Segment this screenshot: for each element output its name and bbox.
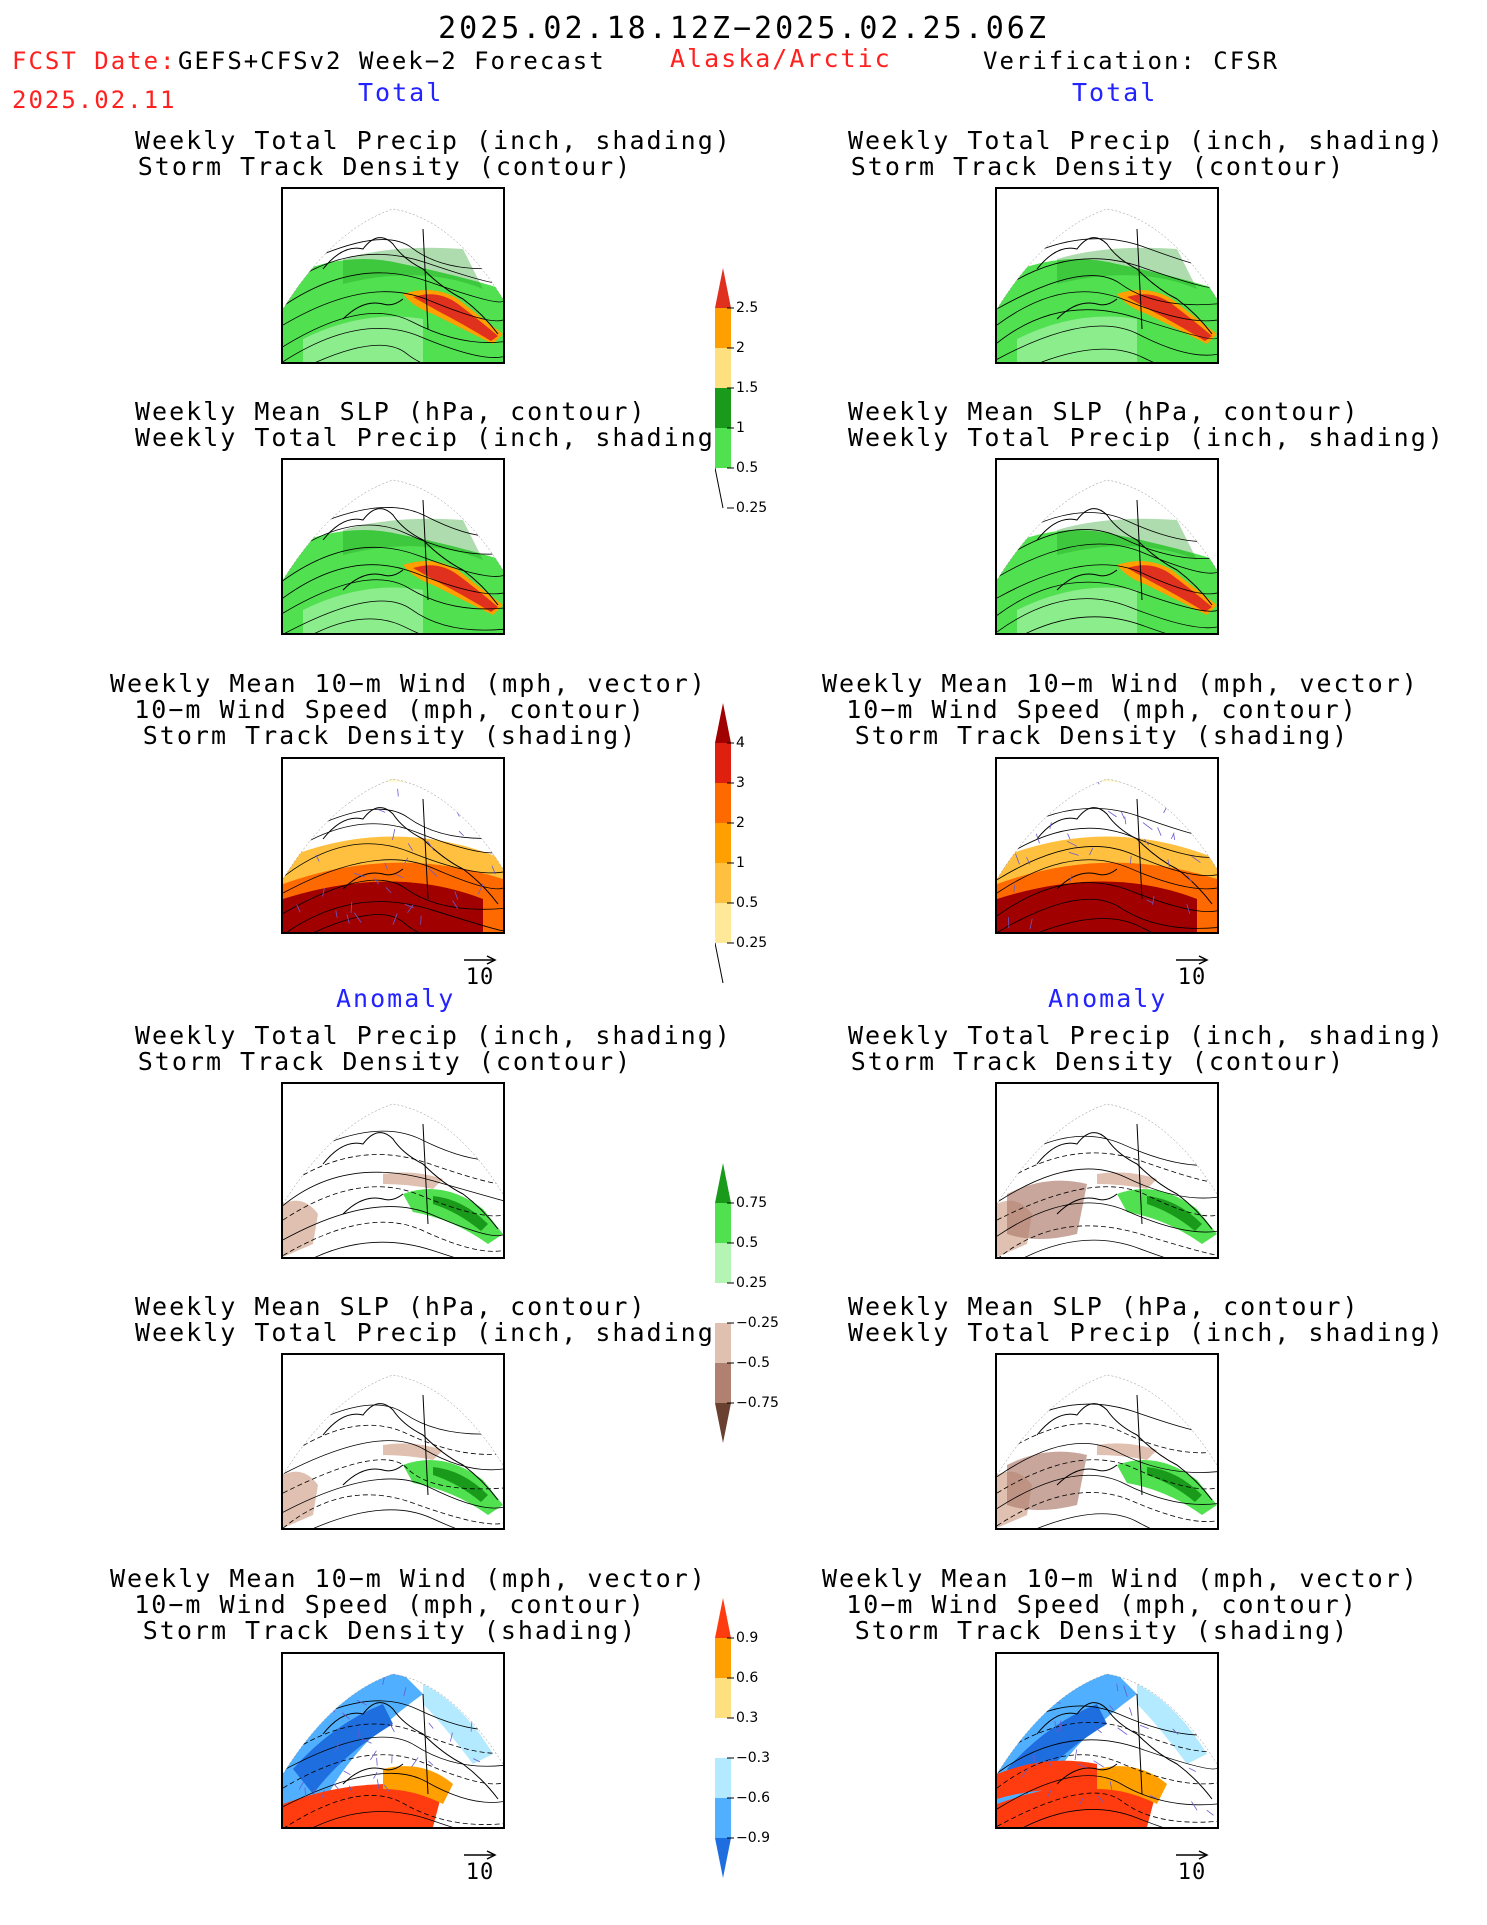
arrow-icon <box>1176 1850 1209 1860</box>
section-anomaly-right: Anomaly <box>1048 984 1168 1013</box>
panel-title-l1: Weekly Total Precip (inch, shading) Stor… <box>135 126 732 181</box>
panel-title-r2: Weekly Mean SLP (hPa, contour) Weekly To… <box>848 397 1445 452</box>
colorbar-tick-label: 4 <box>736 735 745 751</box>
colorbar-tick-label: 0.3 <box>736 1710 759 1726</box>
colorbar-graphic <box>714 703 734 984</box>
region-label: Alaska/Arctic <box>670 44 892 73</box>
colorbar-storm-anom: 0.9 0.6 0.3 −0.3 −0.6 −0.9 <box>715 1598 770 1886</box>
colorbar-graphic <box>715 1598 734 1878</box>
colorbar-tick-label: 2 <box>736 340 745 356</box>
map-fcst-wind-storm <box>281 757 505 934</box>
colorbar-tick-label: −0.5 <box>736 1355 770 1371</box>
map-graphic <box>283 778 503 932</box>
map-fcst-slp-precip <box>281 458 505 635</box>
panel-title-r6: Weekly Mean 10−m Wind (mph, vector) 10−m… <box>822 1564 1419 1645</box>
colorbar-tick-label: −0.6 <box>736 1790 770 1806</box>
panel-title-l4: Weekly Total Precip (inch, shading) Stor… <box>135 1021 732 1076</box>
map-fcst-wind-storm-anom <box>281 1652 505 1829</box>
vector-ref-verif-total: 10 <box>1170 955 1214 990</box>
vector-ref-label: 10 <box>465 1860 495 1885</box>
fcst-date-label: FCST Date: <box>12 47 177 75</box>
colorbar-tick-label: 0.25 <box>736 935 768 951</box>
panel-title-r5: Weekly Mean SLP (hPa, contour) Weekly To… <box>848 1292 1445 1347</box>
colorbar-storm-total: 4 3 2 1 0.5 0.25 <box>714 703 767 991</box>
vector-ref-label: 10 <box>465 965 495 990</box>
map-graphic <box>283 1103 503 1257</box>
section-total-left: Total <box>358 78 444 107</box>
colorbar-graphic <box>714 268 734 509</box>
vector-ref-label: 10 <box>1177 1860 1207 1885</box>
colorbar-tick-label: 0.9 <box>736 1630 759 1646</box>
map-graphic <box>997 1374 1217 1528</box>
map-graphic <box>997 208 1217 362</box>
fcst-date-value: 2025.02.11 <box>12 86 177 114</box>
map-fcst-slp-precip-anom <box>281 1353 505 1530</box>
map-graphic <box>997 778 1217 932</box>
colorbar-tick-label: 2 <box>736 815 745 831</box>
panel-title-l5: Weekly Mean SLP (hPa, contour) Weekly To… <box>135 1292 732 1347</box>
colorbar-tick-label: 3 <box>736 775 745 791</box>
vector-ref-fcst-total: 10 <box>458 955 502 990</box>
colorbar-tick-label: 0.5 <box>736 1235 759 1251</box>
map-graphic <box>283 208 503 362</box>
section-anomaly-left: Anomaly <box>336 984 456 1013</box>
map-verif-wind-storm-anom <box>995 1652 1219 1829</box>
colorbar-graphic <box>715 1163 734 1443</box>
map-verif-precip-storm <box>995 187 1219 364</box>
vector-ref-verif-anom: 10 <box>1170 1850 1214 1885</box>
arrow-icon <box>464 1850 497 1860</box>
colorbar-tick-label: 0.6 <box>736 1670 759 1686</box>
colorbar-tick-label: 0.25 <box>736 1275 768 1291</box>
colorbar-tick-label: 0.25 <box>736 500 768 516</box>
colorbar-tick-label: 0.75 <box>736 1195 768 1211</box>
map-fcst-precip-storm <box>281 187 505 364</box>
panel-title-l6: Weekly Mean 10−m Wind (mph, vector) 10−m… <box>110 1564 707 1645</box>
verification-label: Verification: CFSR <box>983 47 1280 75</box>
colorbar-tick-label: −0.9 <box>736 1830 770 1846</box>
panel-title-r4: Weekly Total Precip (inch, shading) Stor… <box>848 1021 1445 1076</box>
colorbar-tick-label: −0.75 <box>736 1395 779 1411</box>
map-verif-slp-precip <box>995 458 1219 635</box>
colorbar-precip-anom: 0.75 0.5 0.25 −0.25 −0.5 −0.75 <box>715 1163 779 1451</box>
colorbar-tick-label: 1 <box>736 420 745 436</box>
section-total-right: Total <box>1072 78 1158 107</box>
page-title: 2025.02.18.12Z−2025.02.25.06Z <box>438 11 1049 46</box>
colorbar-tick-label: −0.25 <box>736 1315 779 1331</box>
panel-title-l3: Weekly Mean 10−m Wind (mph, vector) 10−m… <box>110 669 707 750</box>
map-verif-wind-storm <box>995 757 1219 934</box>
panel-title-l2: Weekly Mean SLP (hPa, contour) Weekly To… <box>135 397 732 452</box>
map-graphic <box>283 1673 503 1827</box>
colorbar-tick-label: 0.5 <box>736 895 759 911</box>
map-graphic <box>997 479 1217 633</box>
colorbar-tick-label: −0.3 <box>736 1750 770 1766</box>
map-verif-slp-precip-anom <box>995 1353 1219 1530</box>
vector-ref-fcst-anom: 10 <box>458 1850 502 1885</box>
colorbar-tick-label: 0.5 <box>736 460 759 476</box>
panel-title-r3: Weekly Mean 10−m Wind (mph, vector) 10−m… <box>822 669 1419 750</box>
map-graphic <box>997 1673 1217 1827</box>
map-verif-precip-anom <box>995 1082 1219 1259</box>
arrow-icon <box>1176 955 1209 965</box>
vector-ref-label: 10 <box>1177 965 1207 990</box>
colorbar-tick-label: 1.5 <box>736 380 759 396</box>
fcst-model: GEFS+CFSv2 Week−2 Forecast <box>178 47 606 75</box>
colorbar-precip-total: 2.5 2 1.5 1 0.5 0.25 <box>714 268 767 516</box>
arrow-icon <box>464 955 497 965</box>
panel-title-r1: Weekly Total Precip (inch, shading) Stor… <box>848 126 1445 181</box>
colorbar-tick-label: 2.5 <box>736 300 759 316</box>
map-graphic <box>283 1374 503 1528</box>
colorbar-tick-label: 1 <box>736 855 745 871</box>
map-fcst-precip-anom <box>281 1082 505 1259</box>
map-graphic <box>997 1103 1217 1257</box>
map-graphic <box>283 479 503 633</box>
